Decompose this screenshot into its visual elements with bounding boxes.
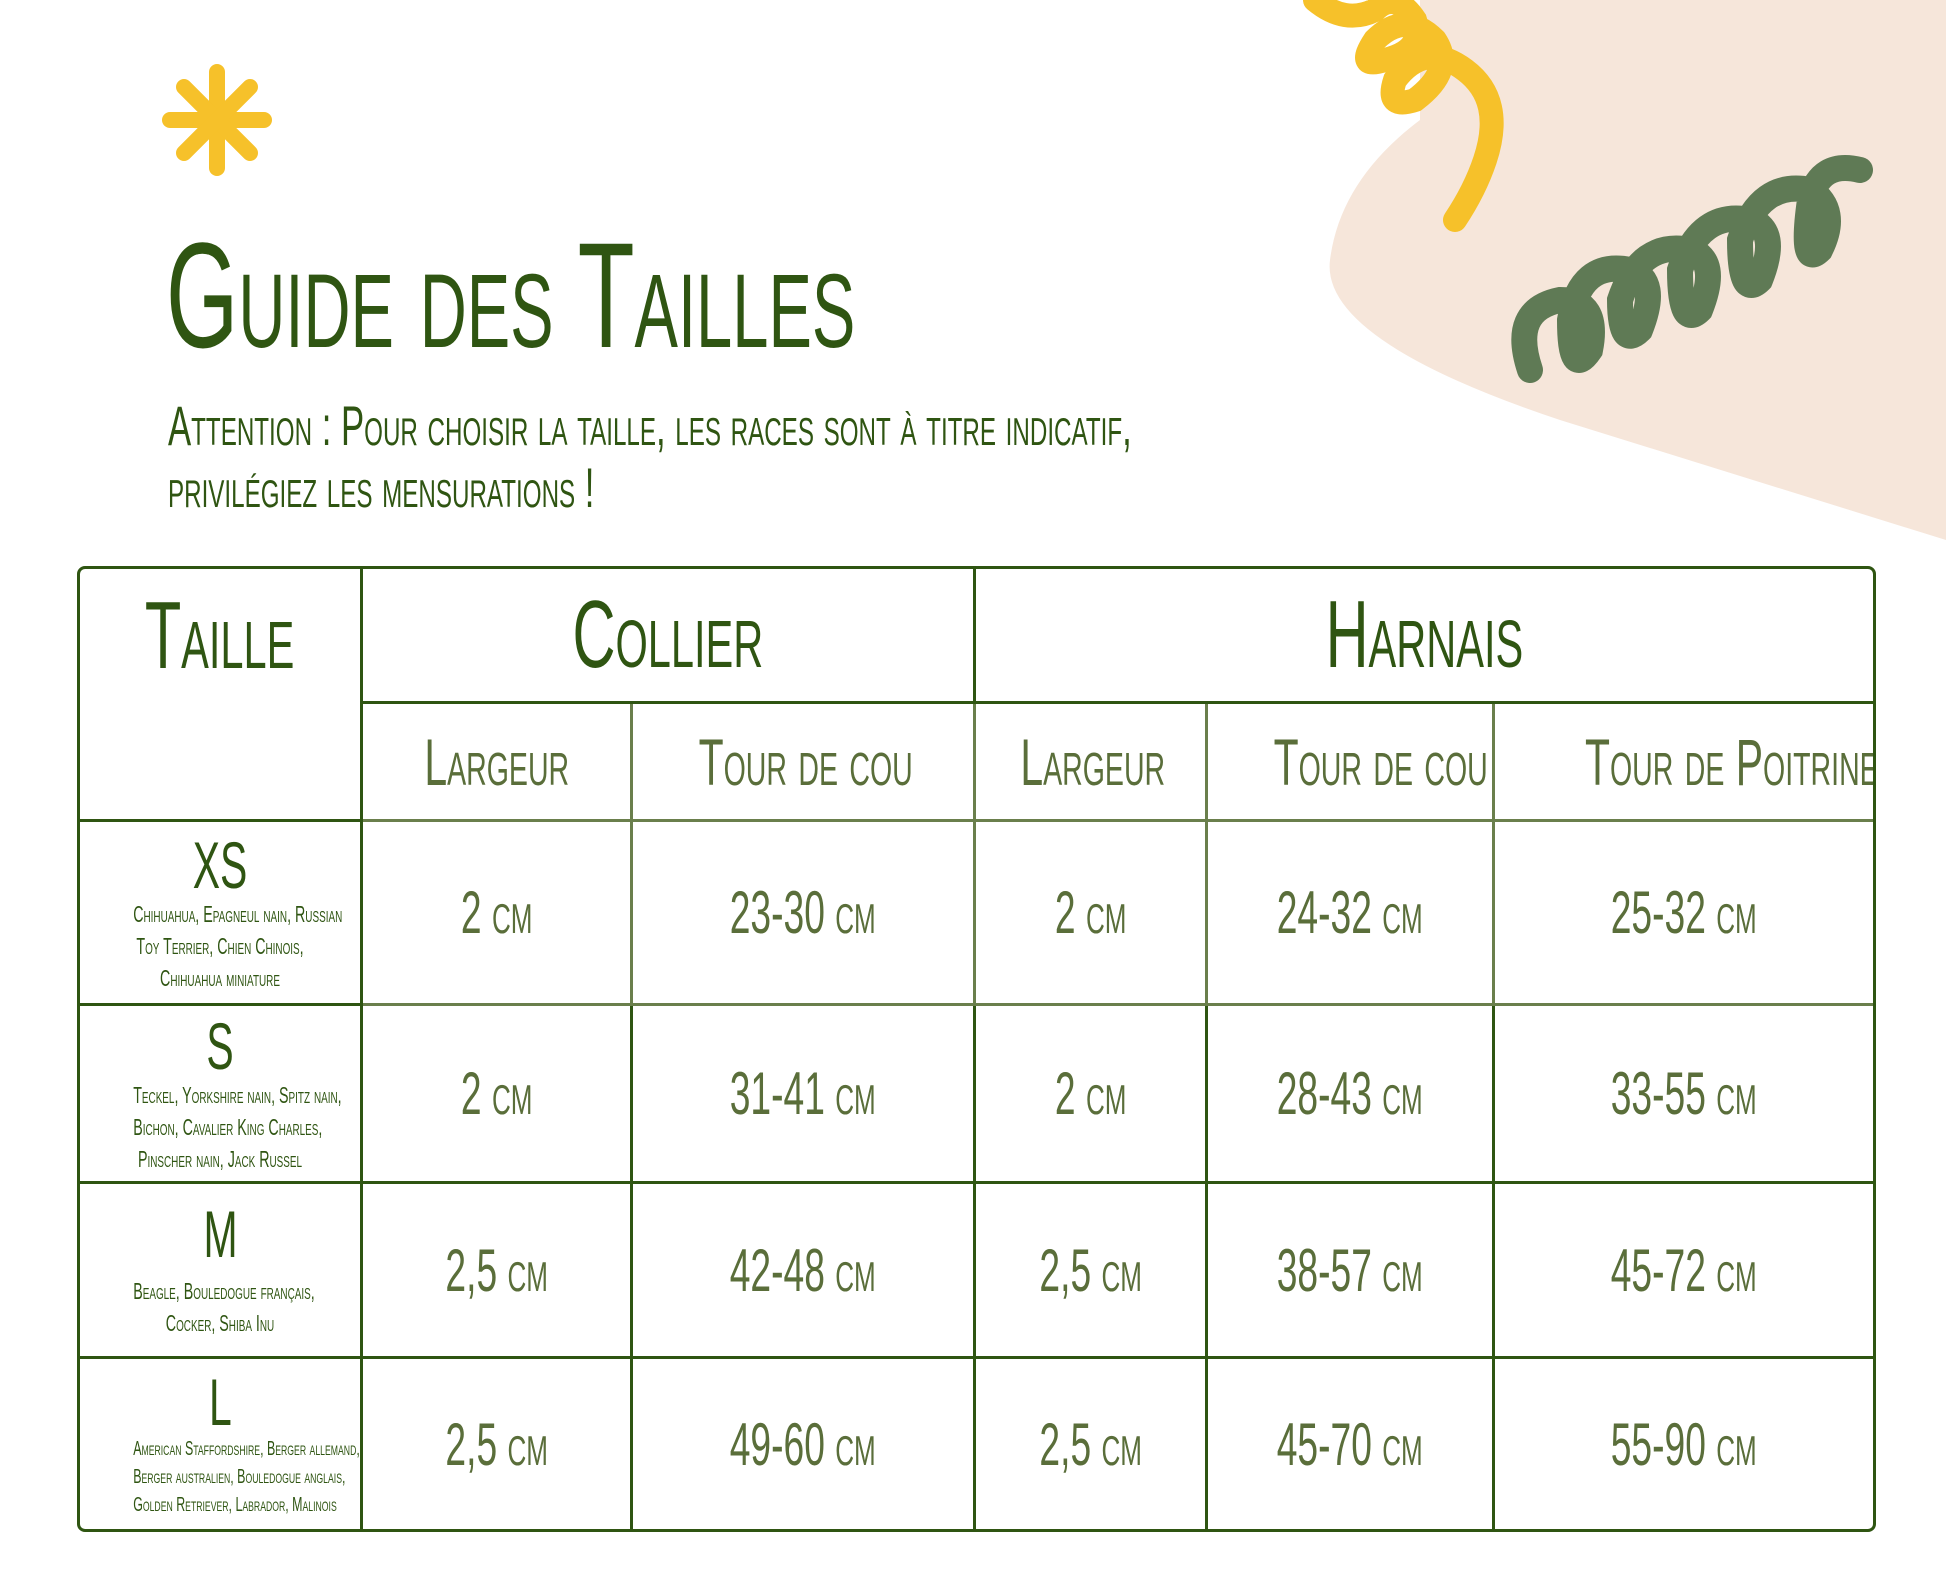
value-cell: 38-57 cm bbox=[1208, 1184, 1495, 1359]
value-cell: 49-60 cm bbox=[633, 1359, 976, 1529]
header-harnais: Harnais bbox=[976, 569, 1873, 704]
value-cell: 33-55 cm bbox=[1495, 1006, 1873, 1184]
subheader-harnais-largeur: Largeur bbox=[976, 704, 1208, 822]
value-cell: 2,5 cm bbox=[363, 1359, 633, 1529]
value-cell: 2 cm bbox=[976, 1006, 1208, 1184]
value-cell: 31-41 cm bbox=[633, 1006, 976, 1184]
value-cell: 42-48 cm bbox=[633, 1184, 976, 1359]
yellow-spiral bbox=[1303, 0, 1504, 232]
size-cell: XS Chihuahua, Epagneul nain, Russian Toy T… bbox=[80, 822, 363, 1006]
size-cell: S Teckel, Yorkshire nain, Spitz nain, Bich… bbox=[80, 1006, 363, 1184]
value-cell: 45-72 cm bbox=[1495, 1184, 1873, 1359]
table-row-l: L American Staffordshire, Berger allemand… bbox=[80, 1359, 1873, 1529]
value-cell: 23-30 cm bbox=[633, 822, 976, 1006]
value-cell: 24-32 cm bbox=[1208, 822, 1495, 1006]
value-cell: 55-90 cm bbox=[1611, 1410, 1757, 1478]
value-cell: 2 cm bbox=[976, 822, 1208, 1006]
subheader-harnais-tour-de-cou: Tour de cou bbox=[1208, 704, 1495, 822]
value-cell: 2,5 cm bbox=[363, 1184, 633, 1359]
size-table: Taille Collier Harnais Largeur Tour de c… bbox=[77, 566, 1876, 1532]
table-row-s: S Teckel, Yorkshire nain, Spitz nain, Bich… bbox=[80, 1006, 1873, 1184]
value-cell: 2 cm bbox=[363, 1006, 633, 1184]
green-spiral bbox=[1511, 155, 1873, 383]
value-cell: 25-32 cm bbox=[1495, 822, 1873, 1006]
header-collier: Collier bbox=[363, 569, 976, 704]
subtitle-line-1: Attention : Pour choisir la taille, les … bbox=[168, 394, 1132, 457]
size-cell: M Beagle, Bouledogue français, Cocker, Shi… bbox=[80, 1184, 363, 1359]
asterisk-icon bbox=[162, 64, 272, 176]
header-taille: Taille bbox=[80, 569, 363, 822]
subtitle-line-2: privilégiez les mensurations ! bbox=[168, 456, 595, 519]
value-cell: 45-70 cm bbox=[1208, 1359, 1495, 1529]
subheader-collier-tour-de-cou: Tour de cou bbox=[633, 704, 976, 822]
value-cell: 2,5 cm bbox=[976, 1359, 1208, 1529]
page-title: Guide des Tailles bbox=[166, 211, 856, 379]
value-cell: 28-43 cm bbox=[1208, 1006, 1495, 1184]
decoration bbox=[162, 0, 1946, 540]
subheader-collier-largeur: Largeur bbox=[363, 704, 633, 822]
value-cell: 2 cm bbox=[363, 822, 633, 1006]
table-row-m: M Beagle, Bouledogue français, Cocker, Shi… bbox=[80, 1184, 1873, 1359]
value-cell: 2,5 cm bbox=[976, 1184, 1208, 1359]
table-row-xs: XS Chihuahua, Epagneul nain, Russian Toy T… bbox=[80, 822, 1873, 1006]
size-cell: L American Staffordshire, Berger allemand… bbox=[80, 1359, 363, 1529]
subheader-harnais-tour-de-poitrine: Tour de Poitrine bbox=[1495, 704, 1873, 822]
